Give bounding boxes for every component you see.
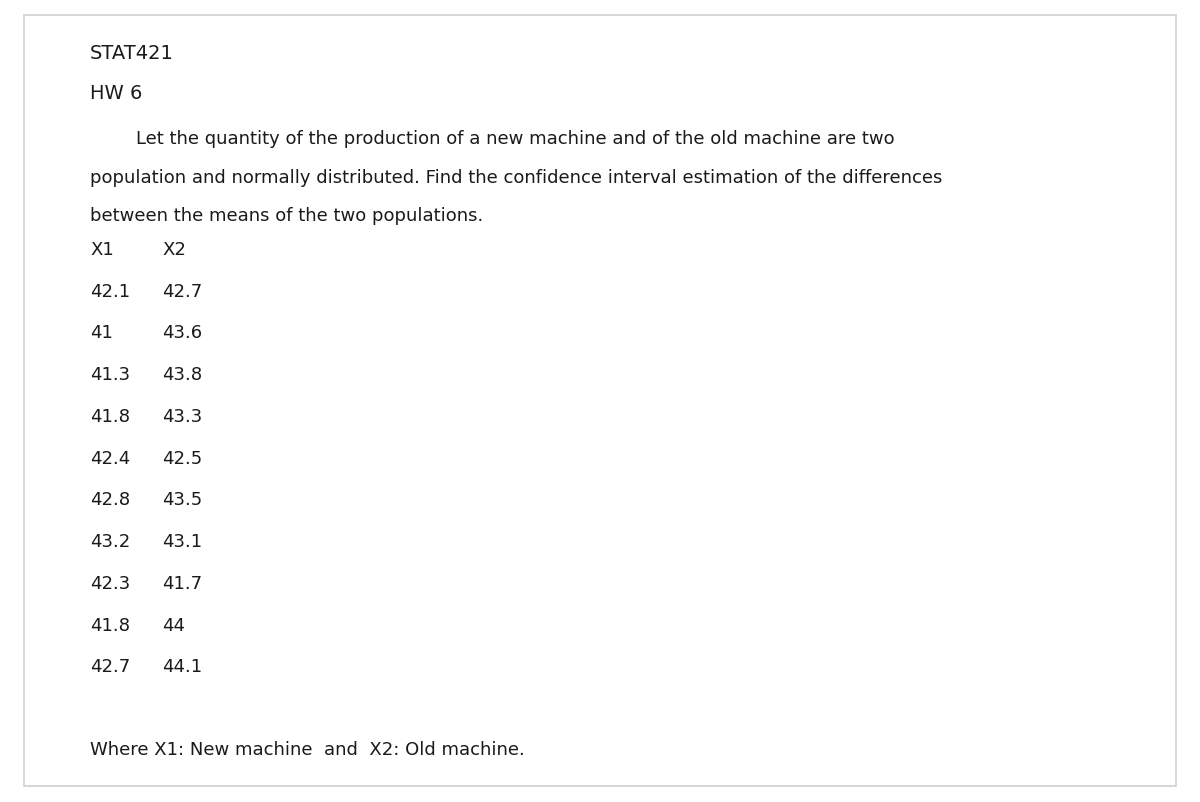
Text: 42.7: 42.7 [90,658,131,675]
Text: HW 6: HW 6 [90,84,143,103]
Text: 43.5: 43.5 [162,491,203,508]
Text: 41.8: 41.8 [90,616,130,634]
Text: 43.3: 43.3 [162,407,203,425]
Text: Where X1: New machine  and  X2: Old machine.: Where X1: New machine and X2: Old machin… [90,740,524,758]
Text: 42.3: 42.3 [90,574,131,592]
Text: 43.1: 43.1 [162,533,202,550]
Text: 44.1: 44.1 [162,658,202,675]
Text: X2: X2 [162,241,186,258]
FancyBboxPatch shape [24,16,1176,786]
Text: X1: X1 [90,241,114,258]
Text: 44: 44 [162,616,185,634]
Text: 43.6: 43.6 [162,324,202,342]
Text: 42.8: 42.8 [90,491,130,508]
Text: 41.8: 41.8 [90,407,130,425]
Text: STAT421: STAT421 [90,44,174,63]
Text: 41.7: 41.7 [162,574,202,592]
Text: between the means of the two populations.: between the means of the two populations… [90,207,484,225]
Text: 42.7: 42.7 [162,282,203,300]
Text: 42.4: 42.4 [90,449,131,467]
Text: 42.5: 42.5 [162,449,203,467]
Text: 41.3: 41.3 [90,366,130,383]
Text: 42.1: 42.1 [90,282,130,300]
Text: 41: 41 [90,324,113,342]
Text: 43.8: 43.8 [162,366,202,383]
Text: population and normally distributed. Find the confidence interval estimation of : population and normally distributed. Fin… [90,168,942,186]
Text: Let the quantity of the production of a new machine and of the old machine are t: Let the quantity of the production of a … [90,130,895,148]
Text: 43.2: 43.2 [90,533,131,550]
